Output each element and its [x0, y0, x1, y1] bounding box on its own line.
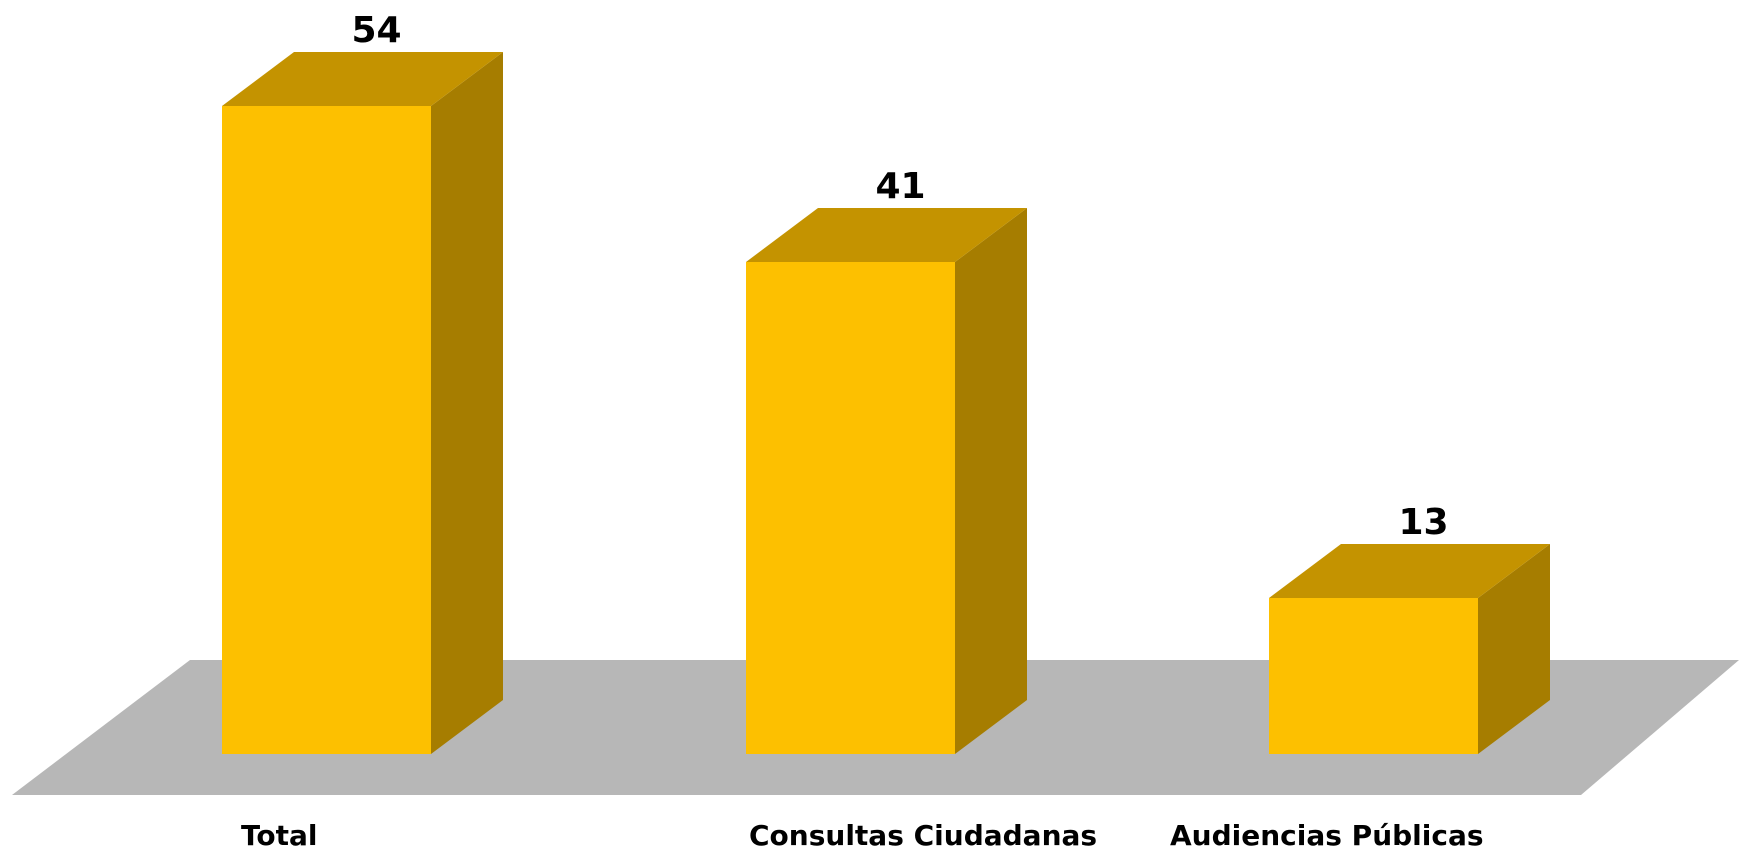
bar-consultas-ciudadanas: [746, 208, 1027, 754]
data-label: 41: [875, 166, 925, 207]
labels-group: 54 Total 41 Consultas Ciudadanas 13 Audiencia…: [241, 10, 1484, 850]
bar-side: [955, 208, 1027, 754]
bar-side: [1478, 544, 1550, 754]
bar-top: [746, 208, 1027, 262]
data-label: 13: [1398, 502, 1448, 543]
category-label: Total: [241, 819, 318, 850]
bar-side: [431, 52, 503, 754]
bar-front: [746, 262, 955, 754]
bar-top: [222, 52, 503, 106]
bar-total: [222, 52, 503, 754]
data-label: 54: [351, 10, 401, 51]
bar-audiencias-p-blicas: [1269, 544, 1550, 754]
bar-top: [1269, 544, 1550, 598]
bar-front: [1269, 598, 1478, 754]
category-label: Consultas Ciudadanas: [749, 819, 1097, 850]
bars-group: [222, 52, 1550, 754]
bar-front: [222, 106, 431, 754]
category-label: Audiencias Públicas: [1170, 819, 1484, 850]
